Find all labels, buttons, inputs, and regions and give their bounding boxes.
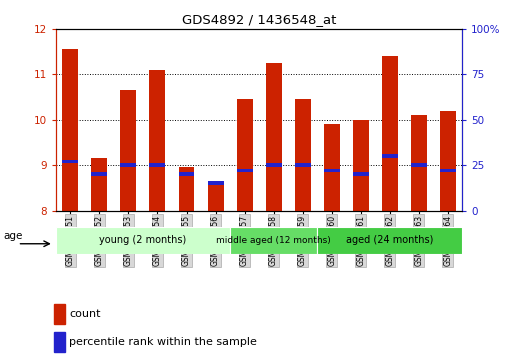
Text: age: age (3, 231, 22, 241)
Bar (149, 70, 166, 211)
Bar (324, 124, 340, 211)
Bar (120, 163, 137, 167)
Text: middle aged (12 months): middle aged (12 months) (216, 236, 331, 245)
Bar (54, 332, 65, 352)
Bar (91, 172, 107, 176)
Bar (208, 183, 224, 211)
Bar (230, 227, 317, 254)
Bar (382, 56, 398, 211)
Bar (324, 169, 340, 172)
Bar (440, 111, 456, 211)
Bar (120, 90, 137, 211)
Title: GDS4892 / 1436548_at: GDS4892 / 1436548_at (182, 13, 336, 26)
Bar (382, 154, 398, 158)
Bar (62, 160, 78, 163)
Bar (237, 169, 252, 172)
Bar (411, 115, 427, 211)
Bar (411, 163, 427, 167)
Bar (266, 63, 281, 211)
Bar (266, 163, 281, 167)
Bar (295, 163, 310, 167)
Text: count: count (70, 309, 101, 319)
Bar (208, 182, 224, 185)
Text: percentile rank within the sample: percentile rank within the sample (70, 337, 258, 347)
Bar (178, 172, 195, 176)
Bar (62, 49, 78, 211)
Bar (56, 227, 230, 254)
Bar (237, 99, 252, 211)
Bar (295, 99, 310, 211)
Bar (440, 169, 456, 172)
Bar (353, 172, 369, 176)
Bar (149, 163, 166, 167)
Bar (54, 305, 65, 324)
Bar (317, 227, 462, 254)
Text: young (2 months): young (2 months) (100, 236, 186, 245)
Bar (178, 167, 195, 211)
Bar (91, 158, 107, 211)
Bar (353, 120, 369, 211)
Text: aged (24 months): aged (24 months) (346, 236, 433, 245)
